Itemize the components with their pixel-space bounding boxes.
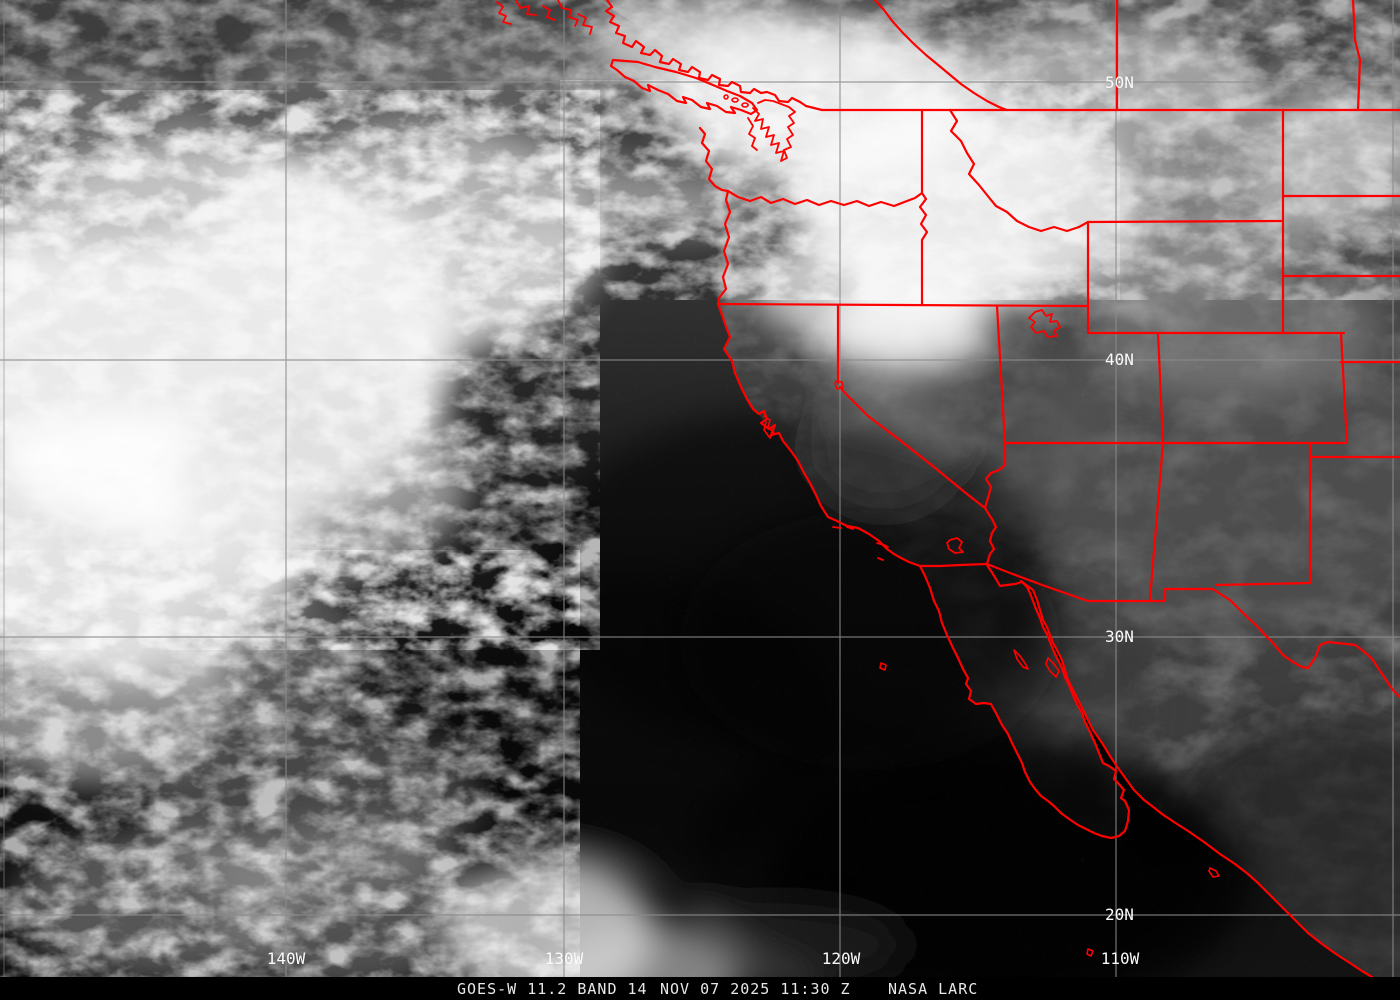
lake-salton-sea <box>946 537 964 554</box>
island-tiburon <box>1045 657 1060 678</box>
lon-label-130w: 130W <box>545 949 584 968</box>
coastline-puget-sound <box>747 99 796 162</box>
border-washington-oregon-idaho <box>918 108 929 306</box>
border-montana-wyoming-45n <box>1086 219 1285 224</box>
lon-label-110w: 110W <box>1101 949 1140 968</box>
grid-label-layer: 50N 40N 30N 20N 140W 130W 120W 110W <box>267 73 1140 968</box>
lon-label-120w: 120W <box>822 949 861 968</box>
coastline-bc-islands <box>496 0 593 35</box>
lon-label-140w: 140W <box>267 949 306 968</box>
caption-credit: NASA LARC <box>888 980 979 998</box>
border-idaho-montana-divide <box>948 108 1090 233</box>
border-rio-grande <box>1211 587 1400 699</box>
lat-label-20n: 20N <box>1105 905 1134 924</box>
border-california-nevada <box>836 303 987 510</box>
border-washington-oregon-columbia-river <box>726 189 924 208</box>
border-nevada-utah-114w <box>995 304 1007 445</box>
islands-channel-islands <box>832 526 889 561</box>
border-42n-oregon-california-nevada-utah <box>716 302 1090 308</box>
map-canvas: 50N 40N 30N 20N 140W 130W 120W 110W <box>0 0 1400 977</box>
border-california-arizona-colorado-river <box>983 506 998 566</box>
map-overlay-layer <box>496 0 1400 977</box>
border-bc-alberta-divide <box>873 0 1009 112</box>
lat-label-40n: 40N <box>1105 350 1134 369</box>
coastline-pacific-west-coast <box>698 126 1131 840</box>
border-us-mexico-east <box>985 562 1215 603</box>
caption-datetime: NOV 07 2025 11:30 Z <box>660 980 851 998</box>
island-angel-de-la-guarda <box>1013 649 1029 670</box>
coastline-bc-mainland <box>604 0 824 112</box>
border-us-mexico-west <box>918 562 989 568</box>
border-newmexico-texas-103w <box>1214 441 1312 587</box>
caption-product: GOES-W 11.2 BAND 14 <box>457 980 648 998</box>
lat-label-30n: 30N <box>1105 627 1134 646</box>
border-colorado-kansas-102w <box>1339 331 1349 445</box>
border-utah-colorado-109w <box>1156 331 1165 445</box>
lat-label-50n: 50N <box>1105 73 1134 92</box>
coastline-vancouver-island <box>609 58 759 116</box>
coastline-gulf-islands <box>723 94 749 108</box>
border-arizona-newmexico <box>1148 441 1165 601</box>
coastline-sf-bay <box>763 415 775 439</box>
island-guadalupe <box>879 662 887 671</box>
cloud-speckle-texture <box>0 0 1400 977</box>
island-socorro <box>1086 948 1094 957</box>
border-saskatchewan-manitoba <box>1351 0 1362 112</box>
coastline-sonora-mainland <box>1019 579 1374 977</box>
border-nevada-arizona-colorado-river <box>983 441 1007 510</box>
island-tres-marias <box>1208 867 1220 878</box>
lake-tahoe <box>834 380 844 390</box>
caption-bar: GOES-W 11.2 BAND 14 NOV 07 2025 11:30 Z … <box>0 977 1400 1000</box>
gridline-layer <box>0 0 1400 977</box>
lake-great-salt-lake <box>1028 309 1061 338</box>
